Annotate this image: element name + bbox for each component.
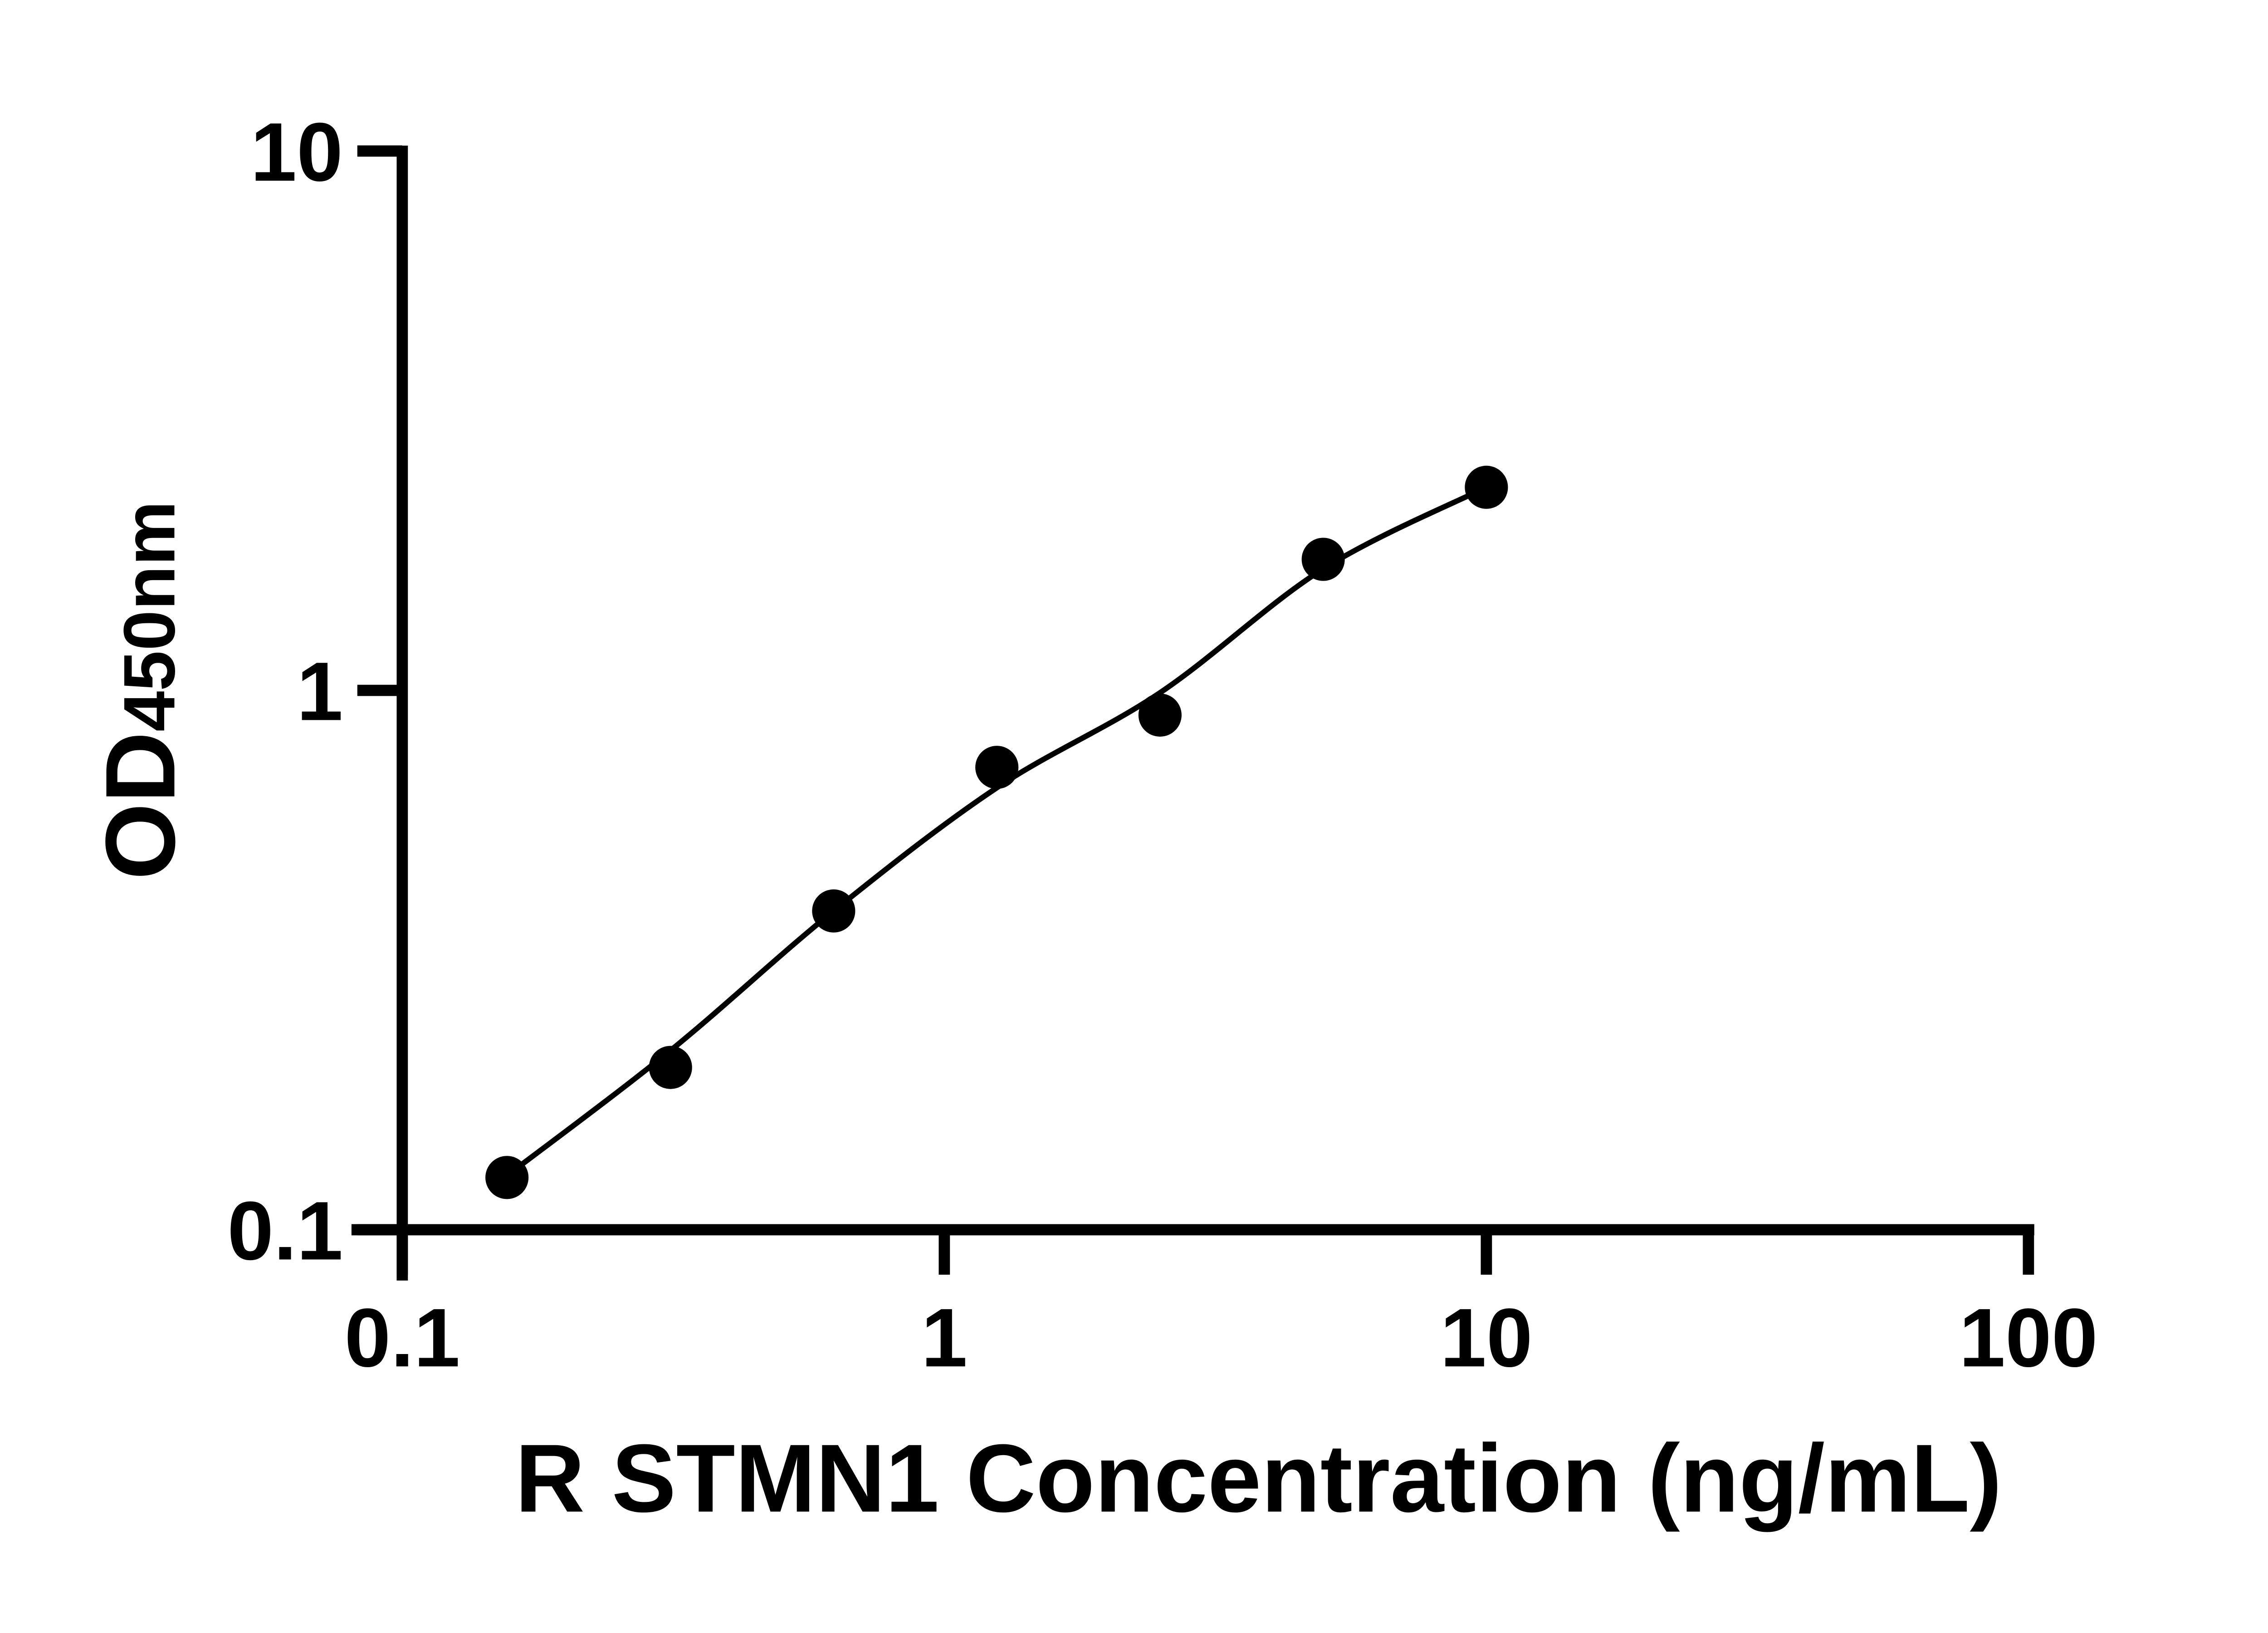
axes: 0.1 1 10 0.1 1 10 100 [227, 105, 2098, 1384]
data-point [812, 889, 855, 933]
x-tick-label: 0.1 [344, 1291, 460, 1384]
x-tick-label: 100 [1959, 1291, 2098, 1384]
y-tick-label: 1 [297, 645, 343, 738]
y-axis-ticks: 0.1 1 10 [227, 105, 402, 1277]
y-axis-title-main: OD [85, 732, 196, 880]
data-point [975, 746, 1019, 789]
x-tick-label: 1 [921, 1291, 968, 1384]
data-point [1138, 693, 1182, 737]
y-tick-label: 10 [250, 105, 343, 198]
data-point [1301, 538, 1345, 581]
y-axis-title-subscript: 450nm [109, 501, 190, 732]
data-points-series [485, 465, 1508, 1199]
data-point [1465, 465, 1508, 509]
y-tick-label: 0.1 [227, 1184, 343, 1277]
x-axis-title: R STMN1 Concentration (ng/mL) [515, 1424, 2002, 1532]
y-axis-title: OD450nm [85, 501, 196, 880]
data-point [649, 1046, 692, 1089]
x-tick-label: 10 [1440, 1291, 1533, 1384]
x-axis-ticks: 0.1 1 10 100 [344, 1230, 2098, 1384]
data-point [485, 1156, 529, 1199]
